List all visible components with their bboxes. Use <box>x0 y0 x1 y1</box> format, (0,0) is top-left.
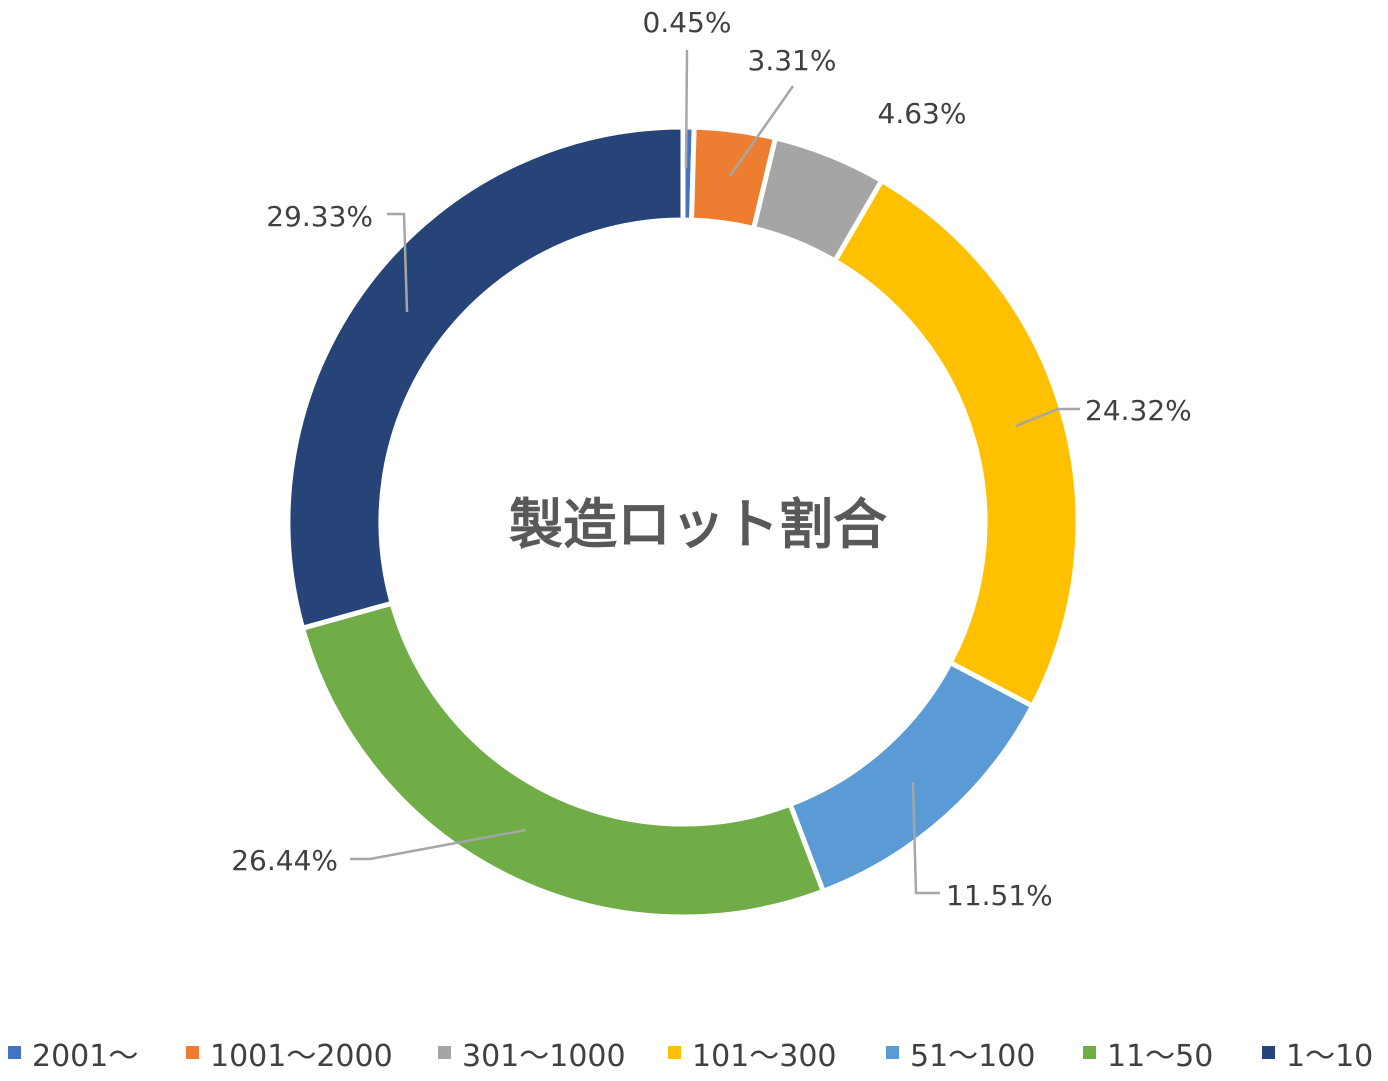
donut-slice-6 <box>299 600 827 920</box>
legend-label-4: 101〜300 <box>692 1039 837 1074</box>
data-label-5: 11.51% <box>946 879 1053 912</box>
legend-swatch-2 <box>186 1046 199 1059</box>
legend-swatch-3 <box>438 1046 451 1059</box>
data-label-6: 26.44% <box>231 844 338 877</box>
chart-center-title: 製造ロット割合 <box>509 493 887 556</box>
leader-lines <box>350 49 1080 895</box>
legend: 2001〜 1001〜2000 301〜1000 101〜300 51〜100 11〜50… <box>8 1039 1373 1074</box>
donut-slice-4 <box>831 177 1081 710</box>
legend-swatch-7 <box>1262 1046 1275 1059</box>
legend-label-5: 51〜100 <box>910 1039 1035 1074</box>
legend-label-3: 301〜1000 <box>462 1039 626 1074</box>
legend-label-6: 11〜50 <box>1107 1039 1213 1074</box>
legend-swatch-1 <box>8 1046 21 1059</box>
legend-swatch-6 <box>1083 1046 1096 1059</box>
legend-label-2: 1001〜2000 <box>210 1039 393 1074</box>
legend-swatch-4 <box>668 1046 681 1059</box>
leader-line-5 <box>911 781 940 895</box>
data-label-7: 29.33% <box>266 200 373 233</box>
leader-line-2 <box>728 85 795 177</box>
data-label-4: 24.32% <box>1085 394 1192 427</box>
donut-slice-7 <box>285 124 686 632</box>
leader-line-6 <box>350 828 527 861</box>
donut-slices <box>285 124 1081 920</box>
data-label-3: 4.63% <box>878 97 967 130</box>
legend-label-7: 1〜10 <box>1286 1039 1373 1074</box>
data-label-2: 3.31% <box>748 44 837 77</box>
data-labels: 0.45% 3.31% 4.63% 24.32% 11.51% 26.44% 29.33% <box>231 6 1192 912</box>
legend-label-1: 2001〜 <box>32 1039 138 1074</box>
legend-swatch-5 <box>886 1046 899 1059</box>
donut-slice-5 <box>786 659 1036 895</box>
data-label-1: 0.45% <box>643 6 732 39</box>
leader-line-4 <box>1015 407 1080 428</box>
leader-line-1 <box>684 49 689 169</box>
leader-line-7 <box>387 212 409 313</box>
